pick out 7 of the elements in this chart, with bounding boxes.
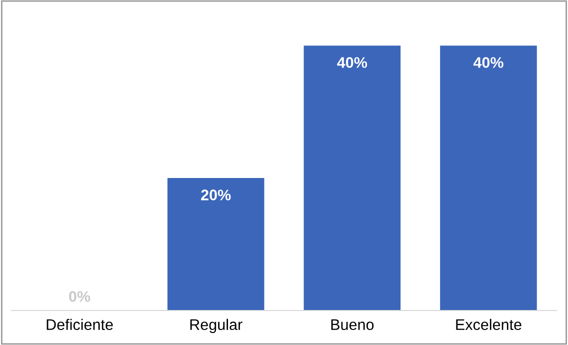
data-label: 20% bbox=[201, 190, 231, 200]
data-label: 40% bbox=[337, 57, 368, 68]
data-label: 40% bbox=[473, 57, 504, 68]
x-tick-label: Excelente bbox=[456, 318, 522, 330]
x-tick-label: Regular bbox=[190, 318, 242, 334]
x-tick-label: Bueno bbox=[331, 319, 374, 330]
x-tick-label: Deficiente bbox=[46, 318, 113, 330]
